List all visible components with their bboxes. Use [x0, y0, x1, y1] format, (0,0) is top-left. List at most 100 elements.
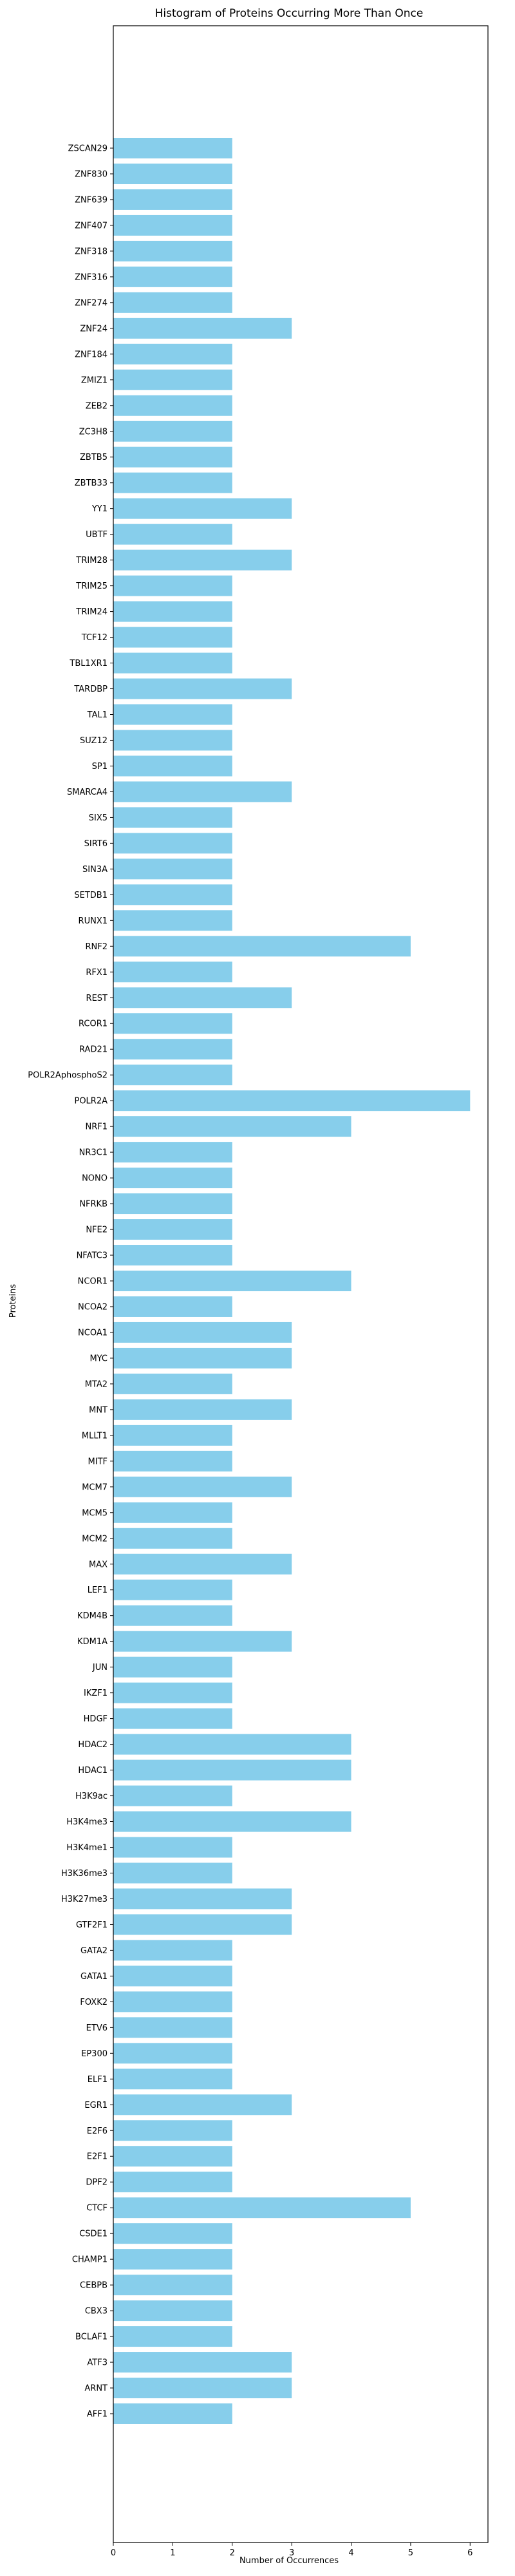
y-tick-label: NCOR1: [78, 1277, 108, 1287]
y-tick-label: SIN3A: [82, 865, 108, 875]
chart-title: Histogram of Proteins Occurring More Tha…: [155, 7, 424, 20]
bar-runx1: [113, 910, 232, 931]
y-tick-label: H3K36me3: [61, 1869, 108, 1879]
y-tick-label: TBL1XR1: [69, 659, 108, 668]
bar-champ1: [113, 2249, 232, 2270]
bar-ncoa1: [113, 1321, 292, 1343]
y-tick-label: CEBPB: [80, 2281, 108, 2291]
bar-zmiz1: [113, 369, 232, 390]
bar-rad21: [113, 1039, 232, 1060]
bar-h3k4me1: [113, 1837, 232, 1858]
y-tick-label: HDGF: [84, 1714, 108, 1724]
y-tick-label: DPF2: [86, 2178, 108, 2188]
y-tick-label: ARNT: [84, 2384, 108, 2394]
y-tick-label: H3K4me3: [66, 1817, 108, 1827]
bar-znf318: [113, 240, 232, 261]
y-tick-label: FOXK2: [80, 1998, 108, 2007]
y-tick-label: ZBTB5: [80, 453, 108, 462]
y-tick-label: E2F6: [87, 2126, 108, 2136]
bar-ncor1: [113, 1271, 351, 1291]
y-tick-label: ELF1: [88, 2075, 108, 2085]
bar-gata2: [113, 1940, 232, 1961]
bar-smarca4: [113, 781, 292, 802]
y-tick-label: SIRT6: [84, 839, 108, 849]
bar-znf407: [113, 214, 232, 236]
y-tick-label: BCLAF1: [75, 2333, 108, 2342]
y-tick-label: NRF1: [85, 1122, 108, 1132]
y-tick-label: RFX1: [86, 968, 108, 978]
y-tick-label: NCOA1: [78, 1328, 108, 1338]
y-tick-label: CTCF: [86, 2204, 108, 2213]
y-tick-label: GATA2: [80, 1946, 108, 1956]
y-tick-label: MCM7: [82, 1482, 108, 1492]
bar-zc3h8: [113, 421, 232, 442]
y-tick-label: ZNF184: [75, 350, 108, 359]
y-tick-label: GTF2F1: [76, 1920, 108, 1930]
y-tick-label: TRIM24: [75, 607, 108, 617]
bar-gtf2f1: [113, 1914, 292, 1935]
y-axis-ticks: ZSCAN29 ZNF830 ZNF639 ZNF407 ZNF318 ZNF316 ZNF…: [28, 144, 113, 2420]
y-tick-label: H3K9ac: [75, 1792, 108, 1801]
y-tick-label: LEF1: [88, 1586, 108, 1595]
y-tick-label: ZNF407: [75, 221, 108, 231]
y-tick-label: NFRKB: [79, 1200, 108, 1209]
y-tick-label: NFE2: [86, 1226, 108, 1235]
y-tick-label: KDM4B: [77, 1611, 108, 1621]
y-tick-label: UBTF: [86, 530, 108, 540]
bar-kdm1a: [113, 1631, 292, 1652]
y-tick-label: SMARCA4: [67, 788, 108, 797]
y-tick-label: ZC3H8: [79, 427, 108, 437]
bar-yy1: [113, 498, 292, 519]
bar-rest: [113, 987, 292, 1009]
bar-nr3c1: [113, 1142, 232, 1163]
x-tick-label: 6: [467, 2548, 473, 2558]
y-tick-label: MCM5: [82, 1508, 108, 1518]
bar-hdgf: [113, 1708, 232, 1729]
bar-rcor1: [113, 1013, 232, 1034]
bar-egr1: [113, 2094, 292, 2116]
bar-znf316: [113, 266, 232, 287]
bar-etv6: [113, 2017, 232, 2038]
bar-trim28: [113, 549, 292, 571]
bar-nfatc3: [113, 1245, 232, 1266]
y-tick-label: HDAC1: [78, 1766, 108, 1776]
y-tick-label: RUNX1: [79, 916, 108, 926]
y-tick-label: SIX5: [89, 813, 108, 823]
y-tick-label: REST: [86, 994, 108, 1003]
bar-h3k4me3: [113, 1811, 351, 1832]
bar-trim24: [113, 601, 232, 622]
bar-znf830: [113, 163, 232, 184]
y-tick-label: SP1: [92, 762, 108, 772]
bar-ep300: [113, 2043, 232, 2064]
bar-e2f1: [113, 2146, 232, 2167]
x-tick-label: 4: [348, 2548, 353, 2558]
bar-nono: [113, 1168, 232, 1189]
y-tick-label: TCF12: [81, 633, 108, 643]
y-axis-label: Proteins: [8, 1284, 18, 1318]
bar-znf639: [113, 189, 232, 210]
bars-group: [113, 138, 471, 2424]
y-tick-label: ZMIZ1: [81, 375, 108, 385]
bar-bclaf1: [113, 2326, 232, 2347]
y-tick-label: NONO: [82, 1174, 108, 1184]
y-tick-label: CHAMP1: [72, 2255, 108, 2265]
y-tick-label: H3K4me1: [66, 1843, 108, 1853]
y-tick-label: RNF2: [85, 942, 108, 952]
bar-dpf2: [113, 2172, 232, 2193]
bar-znf24: [113, 317, 292, 339]
y-tick-label: ETV6: [86, 2023, 108, 2033]
bar-gata1: [113, 1965, 232, 1987]
bar-h3k36me3: [113, 1862, 232, 1884]
bar-elf1: [113, 2069, 232, 2090]
bar-ubtf: [113, 524, 232, 545]
bar-mta2: [113, 1373, 232, 1394]
bar-zscan29: [113, 138, 232, 158]
bar-sirt6: [113, 833, 232, 854]
y-tick-label: MYC: [89, 1354, 108, 1363]
bar-rnf2: [113, 936, 411, 957]
y-tick-label: ZNF639: [75, 195, 108, 205]
x-tick-label: 3: [289, 2548, 294, 2558]
bar-zeb2: [113, 395, 232, 416]
bar-cbx3: [113, 2300, 232, 2322]
